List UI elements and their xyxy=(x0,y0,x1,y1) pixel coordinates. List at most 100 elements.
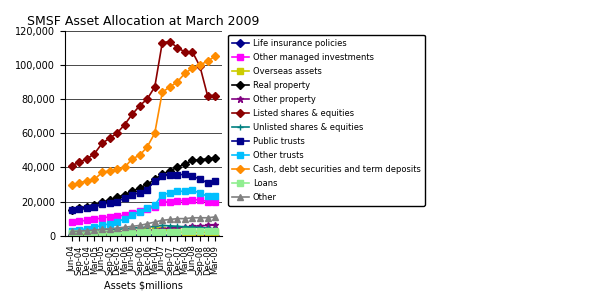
Cash, debt securities and term deposits xyxy=(189,66,196,70)
Other property xyxy=(98,230,106,234)
Other property xyxy=(144,228,151,232)
Other trusts xyxy=(211,195,219,198)
Cash, debt securities and term deposits xyxy=(76,181,83,185)
Unlisted shares & equities xyxy=(174,225,181,228)
Overseas assets xyxy=(181,230,189,234)
Overseas assets xyxy=(151,228,158,232)
Line: Public trusts: Public trusts xyxy=(69,171,218,213)
Other trusts xyxy=(98,224,106,227)
Life insurance policies xyxy=(121,233,128,237)
Life insurance policies xyxy=(136,233,143,237)
Listed shares & equities xyxy=(83,157,90,161)
Listed shares & equities xyxy=(151,85,158,89)
Overseas assets xyxy=(91,232,98,235)
Other xyxy=(189,216,196,220)
Unlisted shares & equities xyxy=(204,226,211,230)
Unlisted shares & equities xyxy=(196,226,203,230)
Real property xyxy=(83,205,90,208)
Other managed investments xyxy=(158,200,166,204)
Unlisted shares & equities xyxy=(181,225,189,229)
Listed shares & equities xyxy=(121,123,128,126)
Unlisted shares & equities xyxy=(121,227,128,231)
Loans xyxy=(68,231,75,235)
Loans xyxy=(189,230,196,233)
Cash, debt securities and term deposits xyxy=(121,166,128,169)
Unlisted shares & equities xyxy=(166,224,174,228)
Other xyxy=(91,228,98,232)
Other trusts xyxy=(76,228,83,232)
Public trusts xyxy=(83,207,90,210)
Other managed investments xyxy=(83,218,90,222)
Life insurance policies xyxy=(151,233,158,237)
Public trusts xyxy=(174,173,181,177)
Real property xyxy=(166,169,174,173)
Real property xyxy=(174,166,181,169)
Loans xyxy=(136,230,143,234)
Other property xyxy=(204,224,211,227)
Public trusts xyxy=(151,179,158,183)
Unlisted shares & equities xyxy=(68,229,75,233)
Other trusts xyxy=(151,203,158,207)
Other managed investments xyxy=(91,218,98,221)
Line: Other managed investments: Other managed investments xyxy=(69,197,218,225)
Other managed investments xyxy=(211,200,219,204)
Cash, debt securities and term deposits xyxy=(166,85,174,89)
Listed shares & equities xyxy=(196,65,203,68)
Listed shares & equities xyxy=(91,152,98,155)
Other xyxy=(136,224,143,227)
Other xyxy=(83,229,90,233)
Loans xyxy=(129,230,136,234)
Other managed investments xyxy=(166,200,174,203)
Other xyxy=(158,218,166,222)
Other xyxy=(211,215,219,219)
Loans xyxy=(98,231,106,235)
Other property xyxy=(91,231,98,234)
Public trusts xyxy=(189,174,196,178)
Loans xyxy=(144,230,151,234)
Real property xyxy=(121,193,128,196)
Cash, debt securities and term deposits xyxy=(151,131,158,135)
Life insurance policies xyxy=(76,233,83,237)
Real property xyxy=(158,172,166,176)
Cash, debt securities and term deposits xyxy=(68,184,75,187)
Other xyxy=(174,217,181,220)
Real property xyxy=(204,157,211,161)
Public trusts xyxy=(196,177,203,181)
Unlisted shares & equities xyxy=(129,226,136,230)
Overseas assets xyxy=(144,229,151,233)
Other managed investments xyxy=(144,207,151,211)
Overseas assets xyxy=(174,230,181,233)
Listed shares & equities xyxy=(136,104,143,108)
Public trusts xyxy=(144,188,151,191)
Other xyxy=(114,226,121,230)
Overseas assets xyxy=(114,231,121,234)
Real property xyxy=(114,196,121,199)
Overseas assets xyxy=(98,231,106,235)
Unlisted shares & equities xyxy=(83,228,90,232)
Other xyxy=(181,217,189,220)
Other property xyxy=(106,230,113,234)
Unlisted shares & equities xyxy=(151,225,158,228)
Other xyxy=(196,216,203,220)
Cash, debt securities and term deposits xyxy=(144,145,151,149)
Public trusts xyxy=(68,208,75,212)
Overseas assets xyxy=(76,232,83,236)
Real property xyxy=(76,207,83,210)
Life insurance policies xyxy=(98,233,106,237)
Listed shares & equities xyxy=(76,160,83,164)
Unlisted shares & equities xyxy=(76,229,83,232)
Cash, debt securities and term deposits xyxy=(106,169,113,173)
Other property xyxy=(76,231,83,235)
Listed shares & equities xyxy=(181,50,189,54)
Public trusts xyxy=(136,191,143,195)
Other trusts xyxy=(106,222,113,226)
Other property xyxy=(196,224,203,228)
Other xyxy=(151,220,158,224)
Life insurance policies xyxy=(174,234,181,237)
Other xyxy=(144,222,151,226)
Title: SMSF Asset Allocation at March 2009: SMSF Asset Allocation at March 2009 xyxy=(27,15,260,28)
Overseas assets xyxy=(189,230,196,234)
Unlisted shares & equities xyxy=(158,224,166,227)
Unlisted shares & equities xyxy=(136,226,143,230)
Other trusts xyxy=(129,213,136,217)
